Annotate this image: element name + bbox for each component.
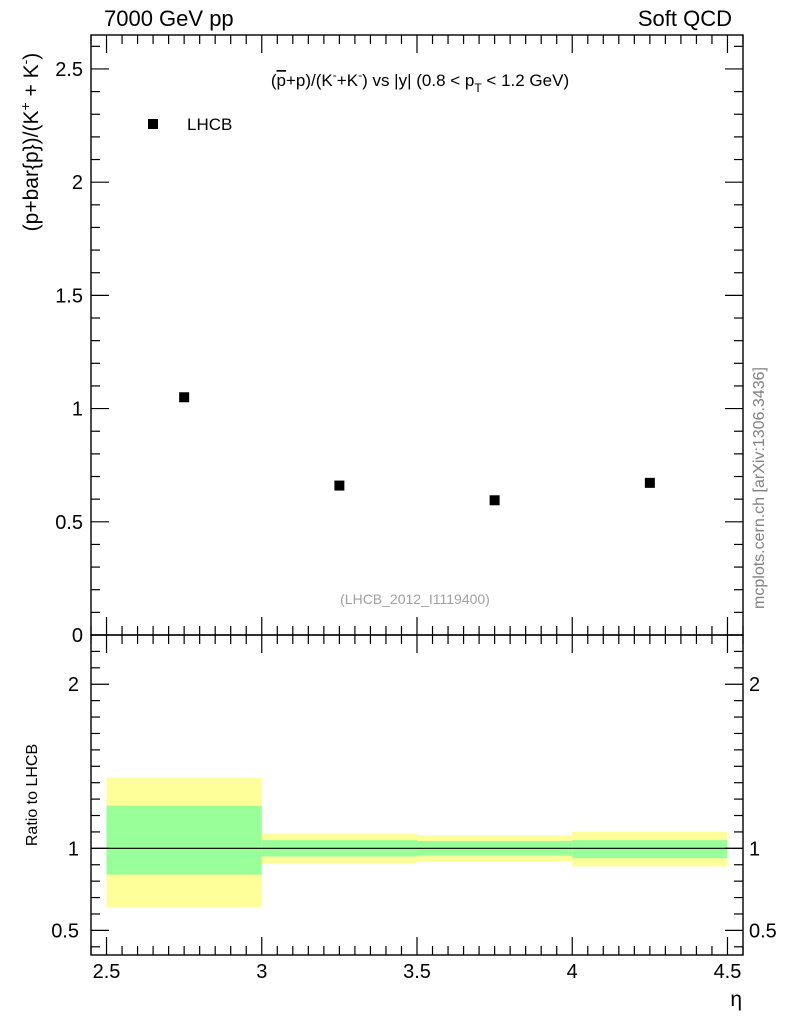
- data-point: [644, 477, 655, 488]
- title-pbar: p: [277, 71, 286, 90]
- main-ytick-label: 0.5: [55, 512, 83, 534]
- title-post: < 1.2 GeV): [482, 71, 569, 90]
- title-sup1: -: [333, 68, 337, 82]
- ylabel-sup2: -: [17, 59, 33, 64]
- legend-marker-lhcb: [148, 119, 158, 129]
- xtick-label: 2.5: [93, 961, 121, 983]
- xtick-label: 4: [567, 961, 578, 983]
- ylabel-post: ): [20, 53, 43, 60]
- ratio-bands: [106, 777, 728, 908]
- data-point: [179, 392, 190, 403]
- ylabel-main: (p+bar{p})/(K: [20, 110, 43, 231]
- ratio-ytick-label-right: 1: [749, 838, 760, 860]
- main-plot-title: (p+p)/(K-+K-) vs |y| (0.8 < pT < 1.2 GeV…: [271, 68, 569, 95]
- data-point: [489, 495, 500, 506]
- title-mid3: ) vs |y| (0.8 < p: [362, 71, 474, 90]
- ylabel-sup1: +: [17, 102, 33, 110]
- x-axis-label: η: [730, 988, 742, 1011]
- title-pre: (: [271, 71, 277, 90]
- ratio-ytick-label-left: 0.5: [51, 920, 79, 942]
- main-axis-ticks: 0 0.5 1 1.5 2 2.5: [55, 45, 743, 647]
- xtick-label: 4.5: [714, 961, 742, 983]
- x-axis-ticks: 2.5 3 3.5 4 4.5: [90, 35, 744, 983]
- main-ytick-label: 1.5: [55, 285, 83, 307]
- main-y-axis-label: (p+bar{p})/(K+ + K-): [17, 53, 43, 232]
- title-mid: +p)/(K: [286, 71, 333, 90]
- title-mid2: +K: [337, 71, 359, 90]
- main-ytick-label: 2: [72, 172, 83, 194]
- data-point: [334, 480, 345, 491]
- ratio-y-axis-label: Ratio to LHCB: [24, 744, 41, 846]
- ratio-inner-band-3: [572, 840, 728, 859]
- header-left: 7000 GeV pp: [104, 6, 234, 31]
- ratio-inner-band-0: [106, 805, 262, 875]
- ratio-axis-ticks: 0.5 0.5 1 1 2 2: [51, 650, 777, 948]
- ratio-ytick-label-left: 2: [68, 674, 79, 696]
- header-right: Soft QCD: [637, 6, 732, 31]
- ratio-ytick-label-right: 0.5: [749, 920, 777, 942]
- legend-label-lhcb: LHCB: [187, 115, 232, 134]
- title-sup2: -: [358, 68, 362, 82]
- analysis-id-annotation: (LHCB_2012_I1119400): [340, 591, 490, 607]
- data-points: [179, 392, 655, 506]
- xtick-label: 3: [256, 961, 267, 983]
- xtick-label: 3.5: [403, 961, 431, 983]
- main-ytick-label: 0: [72, 625, 83, 647]
- title-sub: T: [474, 81, 482, 95]
- ratio-ytick-label-left: 1: [68, 838, 79, 860]
- side-source-label: mcplots.cern.ch [arXiv:1306.3436]: [751, 367, 768, 609]
- main-ytick-label: 2.5: [55, 59, 83, 81]
- ylabel-mid: + K: [20, 64, 43, 102]
- main-ytick-label: 1: [72, 399, 83, 421]
- ratio-ytick-label-right: 2: [749, 674, 760, 696]
